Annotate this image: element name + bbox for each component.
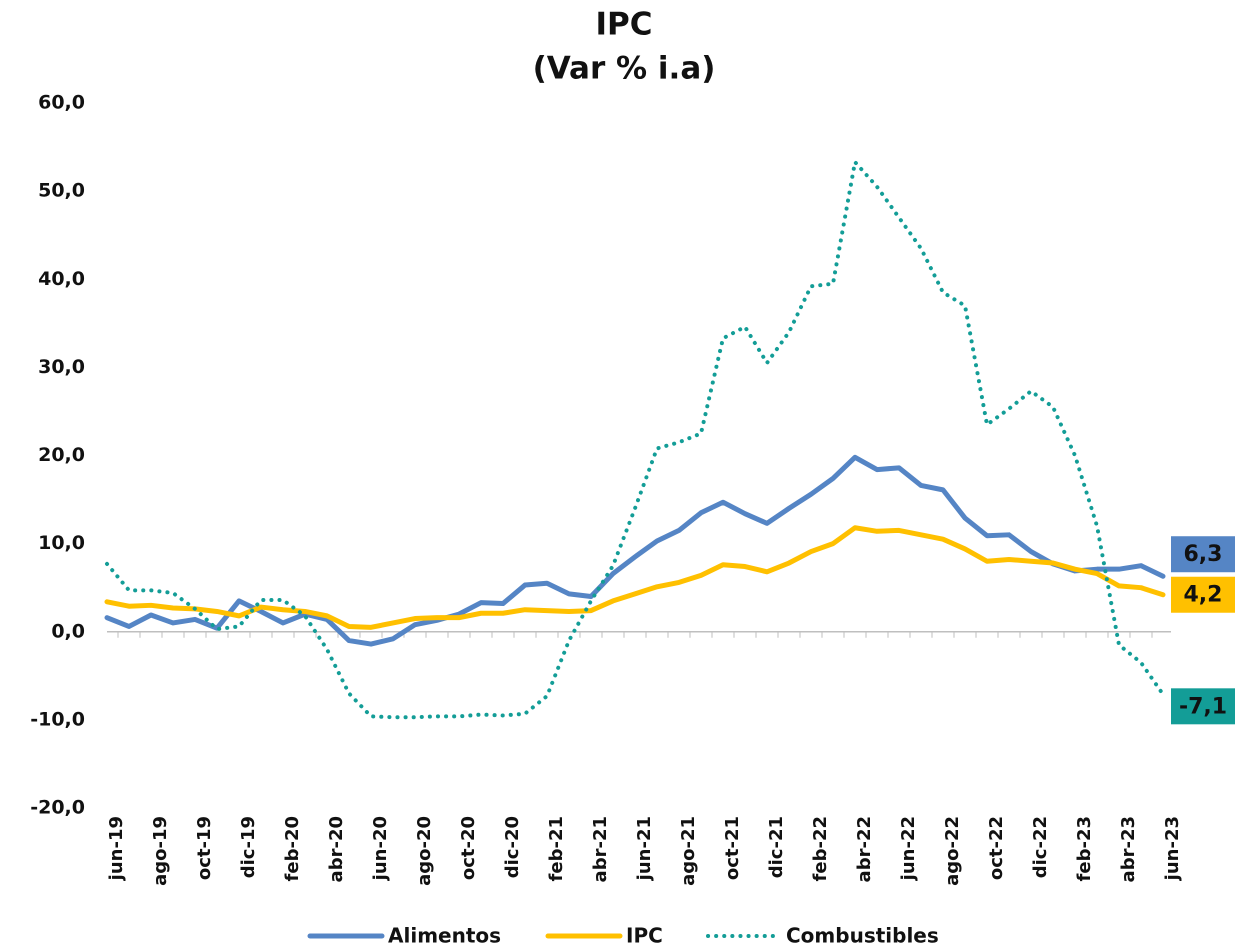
x-tick-label: dic-21	[766, 816, 787, 878]
x-tick-label: abr-23	[1118, 816, 1139, 882]
series-line	[105, 160, 1165, 720]
legend-label: Combustibles	[786, 924, 939, 948]
y-tick-label: 60,0	[38, 92, 85, 114]
data-label: -7,1	[1179, 694, 1227, 719]
data-label-group: -7,1	[1171, 688, 1235, 725]
data-label-box	[1171, 536, 1235, 573]
x-tick-label: feb-20	[282, 816, 303, 881]
data-label-box	[1171, 688, 1235, 725]
x-tick-label: ago-21	[678, 816, 699, 886]
x-tick-label: abr-22	[854, 816, 875, 882]
x-tick-label: abr-21	[590, 816, 611, 882]
x-tick-label: oct-21	[722, 816, 743, 880]
data-label: 4,2	[1184, 583, 1223, 608]
y-tick-label: 50,0	[38, 180, 85, 202]
series-line	[104, 454, 1166, 647]
x-tick-label: dic-20	[502, 816, 523, 878]
legend-label: Alimentos	[388, 924, 501, 948]
y-tick-label: 40,0	[38, 268, 85, 290]
y-tick-label: -20,0	[30, 797, 85, 819]
x-tick-label: jun-21	[634, 816, 655, 881]
y-tick-label: -10,0	[30, 708, 85, 730]
x-tick-label: feb-22	[810, 816, 831, 881]
x-tick-label: ago-22	[942, 816, 963, 886]
x-tick-label: oct-22	[986, 816, 1007, 880]
x-tick-label: dic-19	[238, 816, 259, 878]
chart-title: IPC	[595, 7, 652, 43]
x-tick-label: dic-22	[1030, 816, 1051, 878]
x-tick-label: jun-23	[1162, 816, 1183, 881]
x-tick-label: ago-20	[414, 816, 435, 886]
data-label-group: 4,2	[1171, 576, 1235, 613]
x-tick-label: feb-21	[546, 816, 567, 881]
x-tick-label: jun-20	[370, 816, 391, 881]
x-tick-label: feb-23	[1074, 816, 1095, 881]
chart-subtitle: (Var % i.a)	[533, 51, 716, 87]
data-label-group: 6,3	[1171, 536, 1235, 573]
x-tick-label: oct-19	[194, 816, 215, 880]
y-tick-label: 10,0	[38, 532, 85, 554]
data-label: 6,3	[1184, 542, 1223, 567]
data-label-box	[1171, 576, 1235, 613]
x-tick-label: abr-20	[326, 816, 347, 882]
y-tick-label: 30,0	[38, 356, 85, 378]
y-tick-label: 0,0	[51, 620, 85, 642]
series-line	[104, 525, 1166, 630]
x-tick-label: oct-20	[458, 816, 479, 880]
legend-label: IPC	[626, 924, 663, 948]
x-tick-label: jun-22	[898, 816, 919, 881]
y-tick-label: 20,0	[38, 444, 85, 466]
x-tick-label: jun-19	[106, 816, 127, 881]
x-tick-label: ago-19	[150, 816, 171, 886]
